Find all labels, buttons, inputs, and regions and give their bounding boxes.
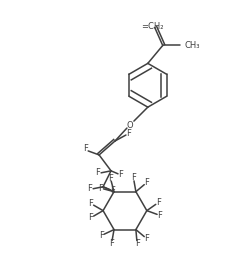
- Text: F: F: [156, 198, 161, 207]
- Text: F: F: [83, 144, 88, 153]
- Text: F: F: [108, 174, 113, 183]
- Text: CH₃: CH₃: [185, 41, 200, 50]
- Text: F: F: [99, 231, 104, 240]
- Text: F: F: [89, 213, 93, 222]
- Text: O: O: [127, 121, 133, 129]
- Text: F: F: [127, 129, 131, 137]
- Text: F: F: [109, 239, 114, 248]
- Text: F: F: [87, 184, 92, 193]
- Text: F: F: [95, 168, 99, 177]
- Text: F: F: [111, 186, 116, 195]
- Text: =CH₂: =CH₂: [141, 22, 164, 31]
- Text: F: F: [98, 184, 103, 193]
- Text: F: F: [119, 170, 123, 179]
- Text: F: F: [144, 234, 149, 243]
- Text: F: F: [89, 199, 93, 208]
- Text: F: F: [158, 211, 162, 220]
- Text: F: F: [135, 239, 140, 248]
- Text: F: F: [144, 178, 149, 187]
- Text: F: F: [131, 173, 136, 182]
